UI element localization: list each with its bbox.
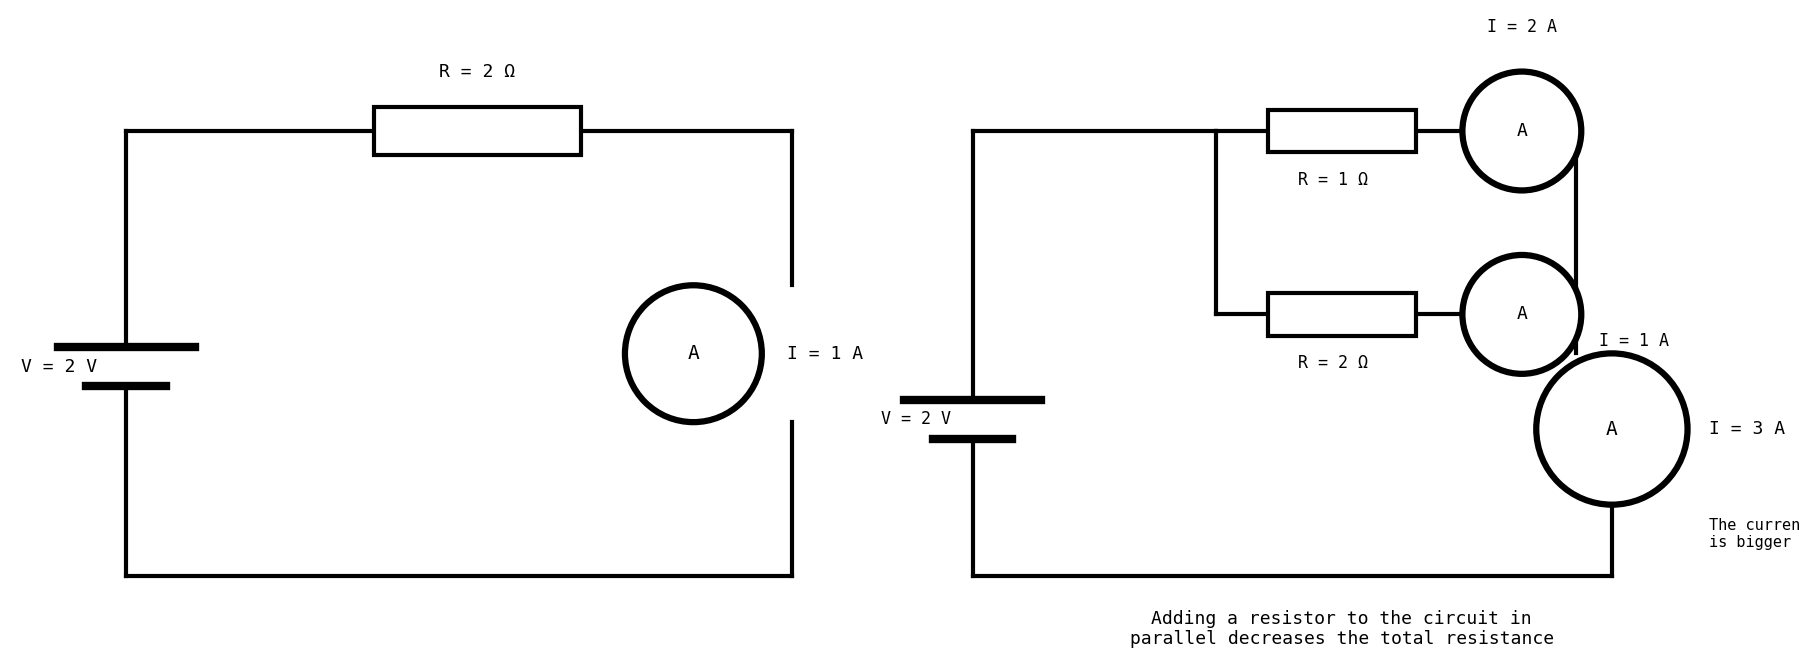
Text: R = 1 Ω: R = 1 Ω bbox=[1299, 170, 1367, 189]
Bar bbox=[1268, 293, 1416, 335]
Text: A: A bbox=[1606, 419, 1617, 439]
Text: V = 2 V: V = 2 V bbox=[881, 410, 951, 428]
Text: V = 2 V: V = 2 V bbox=[22, 358, 97, 376]
Text: I = 1 A: I = 1 A bbox=[1599, 332, 1670, 350]
Text: A: A bbox=[688, 344, 699, 364]
Ellipse shape bbox=[1462, 255, 1581, 374]
Text: R = 2 Ω: R = 2 Ω bbox=[1299, 354, 1367, 372]
Text: I = 1 A: I = 1 A bbox=[787, 345, 863, 363]
Text: A: A bbox=[1516, 122, 1527, 140]
Ellipse shape bbox=[625, 286, 762, 422]
Text: A: A bbox=[1516, 305, 1527, 324]
Ellipse shape bbox=[1462, 71, 1581, 191]
Ellipse shape bbox=[1536, 354, 1688, 504]
Text: I = 3 A: I = 3 A bbox=[1709, 420, 1785, 438]
Text: Adding a resistor to the circuit in
parallel decreases the total resistance: Adding a resistor to the circuit in para… bbox=[1129, 610, 1554, 648]
Text: The current
is bigger: The current is bigger bbox=[1709, 517, 1801, 550]
Text: I = 2 A: I = 2 A bbox=[1488, 18, 1556, 35]
Bar bbox=[375, 107, 580, 155]
Text: R = 2 Ω: R = 2 Ω bbox=[439, 64, 515, 81]
Bar bbox=[1268, 109, 1416, 152]
